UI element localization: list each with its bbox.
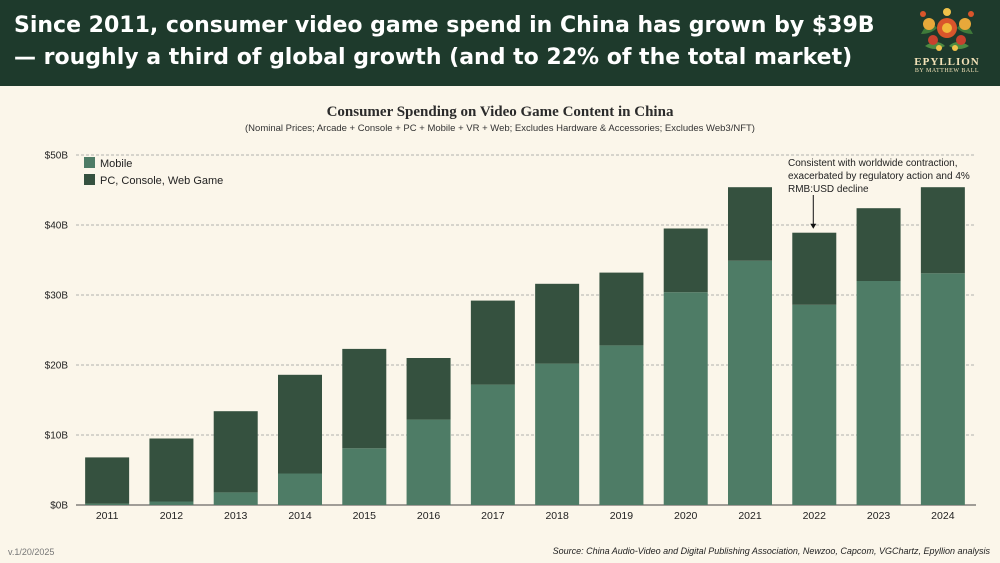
bar-other-2015 xyxy=(342,348,387,449)
bar-mobile-2024 xyxy=(920,273,965,505)
bar-mobile-2015 xyxy=(342,448,387,505)
bar-other-2012 xyxy=(149,438,194,502)
annotation-2022: Consistent with worldwide contraction, e… xyxy=(788,158,970,195)
x-tick-label: 2021 xyxy=(738,510,762,522)
bar-other-2011 xyxy=(85,457,130,504)
x-tick-label: 2020 xyxy=(674,510,698,522)
bar-mobile-2023 xyxy=(856,281,901,505)
logo-name: EPYLLION xyxy=(914,56,980,68)
bar-other-2014 xyxy=(278,374,322,474)
legend: Mobile PC, Console, Web Game xyxy=(84,156,223,190)
chart-subtitle: (Nominal Prices; Arcade + Console + PC +… xyxy=(245,123,755,134)
y-tick-label: $20B xyxy=(45,361,69,372)
bar-mobile-2014 xyxy=(278,473,322,505)
bar-other-2017 xyxy=(470,300,515,385)
legend-item-mobile: Mobile xyxy=(84,156,223,173)
bar-mobile-2016 xyxy=(406,419,451,505)
legend-swatch-mobile xyxy=(84,157,95,168)
legend-swatch-other xyxy=(84,174,95,185)
bar-other-2021 xyxy=(728,187,772,261)
bar-other-2018 xyxy=(535,283,580,364)
bar-other-2016 xyxy=(406,358,451,420)
bar-mobile-2020 xyxy=(663,292,708,505)
source-note: Source: China Audio-Video and Digital Pu… xyxy=(552,546,990,556)
x-tick-label: 2015 xyxy=(353,510,377,522)
x-tick-label: 2024 xyxy=(931,510,955,522)
y-tick-label: $30B xyxy=(45,291,69,302)
y-tick-label: $40B xyxy=(45,221,69,232)
legend-label-mobile: Mobile xyxy=(100,158,133,170)
x-tick-label: 2012 xyxy=(160,510,184,522)
bar-other-2023 xyxy=(856,208,901,281)
bar-mobile-2013 xyxy=(213,492,258,505)
x-tick-label: 2023 xyxy=(867,510,891,522)
x-tick-label: 2014 xyxy=(288,510,312,522)
bar-mobile-2019 xyxy=(599,345,644,505)
bar-other-2020 xyxy=(663,228,708,293)
header-banner: Since 2011, consumer video game spend in… xyxy=(0,0,1000,86)
legend-item-other: PC, Console, Web Game xyxy=(84,173,223,190)
bar-mobile-2021 xyxy=(728,260,772,505)
annotation-arrowhead xyxy=(810,223,817,229)
x-tick-label: 2022 xyxy=(803,510,827,522)
bar-mobile-2011 xyxy=(85,503,130,505)
version-label: v.1/20/2025 xyxy=(8,547,55,557)
bar-mobile-2017 xyxy=(470,384,515,505)
x-tick-label: 2018 xyxy=(545,510,569,522)
x-tick-label: 2017 xyxy=(481,510,505,522)
bar-mobile-2022 xyxy=(792,304,837,505)
y-tick-label: $50B xyxy=(45,151,69,162)
bar-other-2022 xyxy=(792,232,837,305)
bar-mobile-2018 xyxy=(535,363,580,505)
x-tick-label: 2013 xyxy=(224,510,248,522)
headline: Since 2011, consumer video game spend in… xyxy=(14,13,875,70)
bar-other-2013 xyxy=(213,411,258,493)
chart-title: Consumer Spending on Video Game Content … xyxy=(326,104,674,120)
logo-subtitle: BY MATTHEW BALL xyxy=(914,68,980,74)
bar-other-2024 xyxy=(920,187,965,274)
x-tick-label: 2011 xyxy=(96,510,119,522)
bar-mobile-2012 xyxy=(149,501,194,505)
y-tick-label: $0B xyxy=(50,501,68,512)
y-tick-label: $10B xyxy=(45,431,69,442)
bar-other-2019 xyxy=(599,272,644,346)
x-tick-label: 2016 xyxy=(417,510,441,522)
stacked-bar-chart: $0B $10B $20B $30B $40B $50B 2011 2012 2013 2014 2… xyxy=(45,151,976,522)
epyllion-logo: EPYLLION BY MATTHEW BALL xyxy=(902,4,992,84)
floral-emblem-icon xyxy=(920,8,974,51)
x-tick-label: 2019 xyxy=(610,510,634,522)
legend-label-other: PC, Console, Web Game xyxy=(100,175,224,187)
